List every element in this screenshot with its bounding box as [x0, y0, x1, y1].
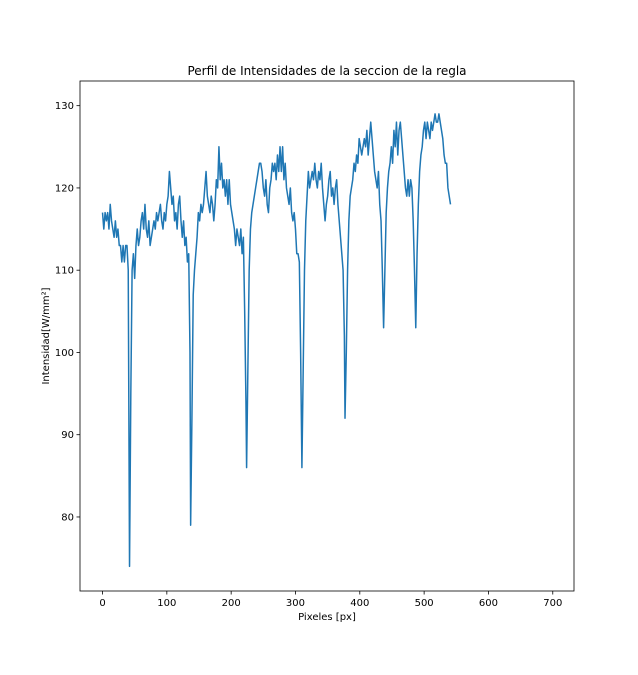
series-group [101, 113, 452, 568]
chart-title: Perfil de Intensidades de la seccion de … [187, 64, 466, 78]
y-tick-label: 120 [55, 183, 74, 194]
plot-area-background [80, 81, 574, 591]
plot-frame [79, 80, 575, 592]
y-tick-label: 130 [55, 101, 74, 112]
x-tick-label: 400 [350, 598, 369, 609]
x-tick-label: 500 [415, 598, 434, 609]
x-tick-label: 100 [157, 598, 176, 609]
y-ticks: 80 90 100 110 120 130 [55, 101, 80, 523]
y-axis-label: Intensidad[W/mm²] [41, 287, 52, 384]
x-axis-label: Pixeles [px] [298, 612, 356, 623]
x-tick-label: 300 [286, 598, 305, 609]
x-ticks: 0 100 200 300 400 500 600 700 [99, 591, 562, 609]
x-tick-label: 700 [543, 598, 562, 609]
x-tick-label: 600 [479, 598, 498, 609]
x-tick-label: 0 [99, 598, 105, 609]
y-tick-label: 90 [61, 430, 74, 441]
y-tick-label: 80 [61, 512, 74, 523]
y-tick-label: 110 [55, 266, 74, 277]
x-tick-label: 200 [222, 598, 241, 609]
y-tick-label: 100 [55, 348, 74, 359]
series-line-0 [101, 113, 452, 568]
